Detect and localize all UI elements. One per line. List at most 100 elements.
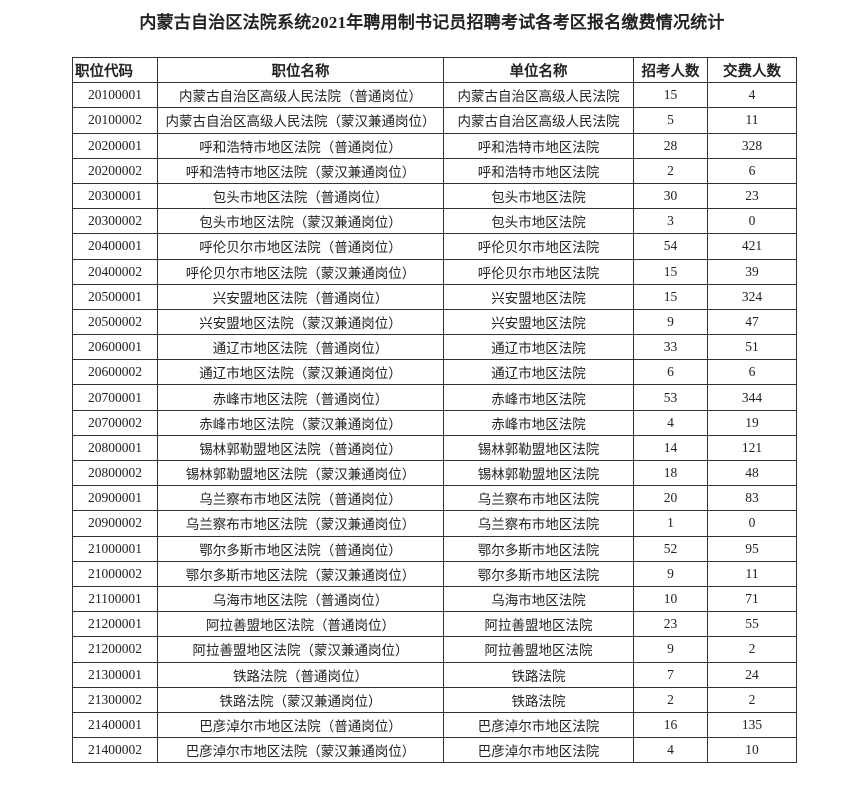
table-row: 20300001 包头市地区法院（普通岗位） 包头市地区法院 30 23 <box>72 182 797 210</box>
cell-position-code: 20800002 <box>72 459 158 487</box>
cell-quota: 4 <box>633 737 708 764</box>
header-unit-name: 单位名称 <box>443 56 634 84</box>
cell-position-name: 通辽市地区法院（蒙汉兼通岗位） <box>157 359 444 386</box>
cell-position-code: 21400002 <box>72 737 158 764</box>
table-row: 20500002 兴安盟地区法院（蒙汉兼通岗位） 兴安盟地区法院 9 47 <box>72 308 797 336</box>
header-quota: 招考人数 <box>633 56 708 84</box>
cell-position-name: 呼伦贝尔市地区法院（蒙汉兼通岗位） <box>157 258 444 285</box>
table-row: 21300001 铁路法院（普通岗位） 铁路法院 7 24 <box>72 661 797 688</box>
cell-quota: 28 <box>633 132 708 159</box>
cell-paid-count: 2 <box>707 686 797 713</box>
cell-quota: 53 <box>633 384 708 411</box>
cell-position-name: 乌海市地区法院（普通岗位） <box>157 585 444 613</box>
registration-table: 职位代码 职位名称 单位名称 招考人数 交费人数 20100001 内蒙古自治区高… <box>72 56 797 764</box>
table-row: 21000001 鄂尔多斯市地区法院（普通岗位） 鄂尔多斯市地区法院 52 95 <box>72 535 797 562</box>
cell-position-code: 21300001 <box>72 661 158 688</box>
table-row: 20200001 呼和浩特市地区法院（普通岗位） 呼和浩特市地区法院 28 328 <box>72 132 797 159</box>
cell-position-code: 20500001 <box>72 283 158 310</box>
table-row: 21400001 巴彦淖尔市地区法院（普通岗位） 巴彦淖尔市地区法院 16 135 <box>72 711 797 739</box>
table-row: 20300002 包头市地区法院（蒙汉兼通岗位） 包头市地区法院 3 0 <box>72 208 797 235</box>
cell-paid-count: 344 <box>707 384 797 411</box>
table-row: 21100001 乌海市地区法院（普通岗位） 乌海市地区法院 10 71 <box>72 585 797 613</box>
cell-unit-name: 鄂尔多斯市地区法院 <box>443 560 634 587</box>
cell-paid-count: 11 <box>707 560 797 587</box>
table-row: 21300002 铁路法院（蒙汉兼通岗位） 铁路法院 2 2 <box>72 686 797 713</box>
cell-unit-name: 通辽市地区法院 <box>443 359 634 386</box>
cell-position-name: 兴安盟地区法院（普通岗位） <box>157 283 444 310</box>
cell-position-name: 乌兰察布市地区法院（普通岗位） <box>157 485 444 512</box>
cell-position-name: 巴彦淖尔市地区法院（普通岗位） <box>157 711 444 739</box>
cell-position-code: 20900002 <box>72 510 158 537</box>
cell-paid-count: 71 <box>707 585 797 613</box>
cell-unit-name: 锡林郭勒盟地区法院 <box>443 459 634 487</box>
cell-paid-count: 47 <box>707 308 797 336</box>
table-row: 20900001 乌兰察布市地区法院（普通岗位） 乌兰察布市地区法院 20 83 <box>72 485 797 512</box>
cell-position-name: 锡林郭勒盟地区法院（蒙汉兼通岗位） <box>157 459 444 487</box>
cell-position-name: 呼伦贝尔市地区法院（普通岗位） <box>157 233 444 260</box>
cell-paid-count: 135 <box>707 711 797 739</box>
cell-position-code: 20600002 <box>72 359 158 386</box>
cell-position-code: 20500002 <box>72 308 158 336</box>
cell-unit-name: 赤峰市地区法院 <box>443 384 634 411</box>
table-row: 20200002 呼和浩特市地区法院（蒙汉兼通岗位） 呼和浩特市地区法院 2 6 <box>72 157 797 184</box>
table-row: 21000002 鄂尔多斯市地区法院（蒙汉兼通岗位） 鄂尔多斯市地区法院 9 11 <box>72 560 797 587</box>
cell-unit-name: 巴彦淖尔市地区法院 <box>443 737 634 764</box>
cell-quota: 54 <box>633 233 708 260</box>
cell-position-code: 20400002 <box>72 258 158 285</box>
table-row: 20600002 通辽市地区法院（蒙汉兼通岗位） 通辽市地区法院 6 6 <box>72 359 797 386</box>
cell-paid-count: 19 <box>707 409 797 436</box>
cell-position-code: 20700002 <box>72 409 158 436</box>
cell-position-name: 通辽市地区法院（普通岗位） <box>157 334 444 361</box>
cell-position-code: 21200002 <box>72 636 158 663</box>
cell-position-name: 内蒙古自治区高级人民法院（蒙汉兼通岗位） <box>157 107 444 134</box>
cell-paid-count: 24 <box>707 661 797 688</box>
cell-quota: 4 <box>633 409 708 436</box>
cell-quota: 9 <box>633 560 708 587</box>
table-row: 20400002 呼伦贝尔市地区法院（蒙汉兼通岗位） 呼伦贝尔市地区法院 15 39 <box>72 258 797 285</box>
cell-position-name: 包头市地区法院（蒙汉兼通岗位） <box>157 208 444 235</box>
cell-unit-name: 兴安盟地区法院 <box>443 308 634 336</box>
cell-quota: 10 <box>633 585 708 613</box>
table-row: 21200001 阿拉善盟地区法院（普通岗位） 阿拉善盟地区法院 23 55 <box>72 611 797 638</box>
cell-position-code: 20200001 <box>72 132 158 159</box>
cell-paid-count: 0 <box>707 208 797 235</box>
cell-paid-count: 51 <box>707 334 797 361</box>
cell-quota: 15 <box>633 283 708 310</box>
table-row: 20400001 呼伦贝尔市地区法院（普通岗位） 呼伦贝尔市地区法院 54 421 <box>72 233 797 260</box>
cell-unit-name: 锡林郭勒盟地区法院 <box>443 434 634 462</box>
cell-quota: 7 <box>633 661 708 688</box>
cell-paid-count: 83 <box>707 485 797 512</box>
cell-position-code: 20100001 <box>72 82 158 109</box>
cell-paid-count: 39 <box>707 258 797 285</box>
cell-unit-name: 内蒙古自治区高级人民法院 <box>443 107 634 134</box>
cell-position-name: 巴彦淖尔市地区法院（蒙汉兼通岗位） <box>157 737 444 764</box>
cell-position-name: 包头市地区法院（普通岗位） <box>157 182 444 210</box>
cell-unit-name: 包头市地区法院 <box>443 182 634 210</box>
cell-unit-name: 鄂尔多斯市地区法院 <box>443 535 634 562</box>
cell-paid-count: 0 <box>707 510 797 537</box>
document-title: 内蒙古自治区法院系统2021年聘用制书记员招聘考试各考区报名缴费情况统计 <box>139 13 725 32</box>
cell-quota: 15 <box>633 258 708 285</box>
cell-unit-name: 乌兰察布市地区法院 <box>443 485 634 512</box>
cell-unit-name: 巴彦淖尔市地区法院 <box>443 711 634 739</box>
cell-paid-count: 10 <box>707 737 797 764</box>
cell-quota: 23 <box>633 611 708 638</box>
cell-unit-name: 包头市地区法院 <box>443 208 634 235</box>
cell-unit-name: 乌海市地区法院 <box>443 585 634 613</box>
table-row: 21400002 巴彦淖尔市地区法院（蒙汉兼通岗位） 巴彦淖尔市地区法院 4 10 <box>72 737 797 764</box>
table-body: 20100001 内蒙古自治区高级人民法院（普通岗位） 内蒙古自治区高级人民法院 15… <box>72 82 797 764</box>
cell-paid-count: 11 <box>707 107 797 134</box>
cell-paid-count: 421 <box>707 233 797 260</box>
cell-quota: 18 <box>633 459 708 487</box>
table-row: 20700002 赤峰市地区法院（蒙汉兼通岗位） 赤峰市地区法院 4 19 <box>72 409 797 436</box>
cell-position-name: 呼和浩特市地区法院（普通岗位） <box>157 132 444 159</box>
cell-position-name: 鄂尔多斯市地区法院（蒙汉兼通岗位） <box>157 560 444 587</box>
cell-unit-name: 呼和浩特市地区法院 <box>443 132 634 159</box>
cell-unit-name: 通辽市地区法院 <box>443 334 634 361</box>
cell-quota: 6 <box>633 359 708 386</box>
cell-quota: 15 <box>633 82 708 109</box>
header-paid-count: 交费人数 <box>707 56 797 84</box>
cell-position-code: 21400001 <box>72 711 158 739</box>
cell-unit-name: 阿拉善盟地区法院 <box>443 611 634 638</box>
table-row: 20900002 乌兰察布市地区法院（蒙汉兼通岗位） 乌兰察布市地区法院 1 0 <box>72 510 797 537</box>
